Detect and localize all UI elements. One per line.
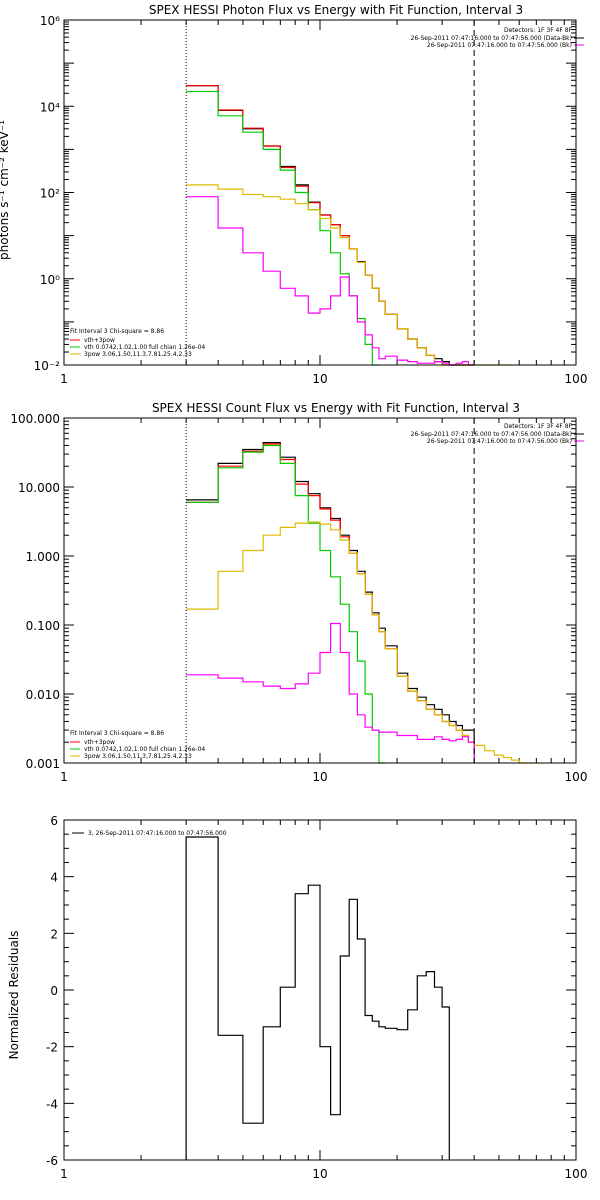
photon-flux-frame <box>63 19 577 366</box>
x-tick-label: 100 <box>565 372 588 386</box>
photon-flux-y-ticks: 10⁻² 10⁰ 10² 10⁴ 10⁶ <box>34 14 576 373</box>
y-tick-label: 100.000 <box>10 412 60 426</box>
y-tick-label: 0.010 <box>26 688 60 702</box>
legend-3pow: 3pow 3.06,1.50,11.3,7.81,25.4,2.33 <box>84 753 192 760</box>
y-tick-label: 6 <box>50 814 58 828</box>
x-tick-label: 10 <box>312 372 327 386</box>
x-tick-label: 1 <box>60 1167 68 1181</box>
count-flux-y-ticks: 0.001 0.010 0.100 1.000 10.000 100.000 <box>10 412 576 771</box>
legend-data-bk: 26-Sep-2011 07:47:16.000 to 07:47:56.000… <box>411 35 572 42</box>
residuals-x-ticks: 1 10 100 <box>60 820 587 1181</box>
y-tick-label: 1.000 <box>26 550 60 564</box>
residuals-legend: 3, 26-Sep-2011 07:47:16.000 to 07:47:56.… <box>72 830 227 837</box>
y-tick-label: 10⁻² <box>34 359 61 373</box>
series-vth-3pow <box>186 443 475 763</box>
series-bk <box>186 622 475 763</box>
photon-flux-legend-bottomleft: Fit Interval 3 Chi-square = 8.86 vth+3po… <box>70 328 205 358</box>
legend-vth: vth 0.0742,1.02,1.00 full chian 1.26e-04 <box>84 344 205 351</box>
count-flux-frame <box>63 417 577 764</box>
count-flux-title: SPEX HESSI Count Flux vs Energy with Fit… <box>152 401 520 415</box>
x-tick-label: 100 <box>565 770 588 784</box>
y-tick-label: 10⁴ <box>40 100 60 114</box>
residuals-ylabel: Normalized Residuals <box>7 931 21 1060</box>
residuals-panel: Normalized Residuals 1 10 100 -6 -4 -2 0 2 4 6 3… <box>7 814 587 1181</box>
legend-detectors: Detectors: 1F 3F 4F 8F <box>504 27 573 34</box>
y-tick-label: -2 <box>46 1041 58 1055</box>
count-flux-panel: SPEX HESSI Count Flux vs Energy with Fit… <box>10 401 587 784</box>
photon-flux-ylabel: photons s⁻¹ cm⁻² keV⁻¹ <box>0 120 11 260</box>
count-flux-legend-bottomleft: Fit Interval 3 Chi-square = 8.86 vth+3po… <box>70 730 205 760</box>
residuals-y-ticks: -6 -4 -2 0 2 4 6 <box>46 814 576 1168</box>
y-tick-label: 0 <box>50 984 58 998</box>
y-tick-label: 2 <box>50 927 58 941</box>
legend-bk: 26-Sep-2011 07:47:16.000 to 07:47:56.000… <box>427 438 572 445</box>
y-tick-label: -6 <box>46 1154 58 1168</box>
x-tick-label: 1 <box>60 372 68 386</box>
y-tick-label: 10² <box>40 187 60 201</box>
residuals-frame <box>63 819 577 1161</box>
photon-flux-legend-topright: Detectors: 1F 3F 4F 8F 26-Sep-2011 07:47… <box>411 27 584 49</box>
legend-3pow: 3pow 3.06,1.50,11.3,7.81,25.4,2.33 <box>84 351 192 358</box>
series-bk <box>186 196 475 366</box>
series-vth <box>186 90 379 366</box>
x-tick-label: 1 <box>60 770 68 784</box>
legend-detectors: Detectors: 1F 3F 4F 8F <box>504 423 573 430</box>
y-tick-label: 10.000 <box>18 481 60 495</box>
series-data-bk <box>186 442 475 763</box>
y-tick-label: 0.100 <box>26 619 60 633</box>
x-tick-label: 10 <box>312 1167 327 1181</box>
series-residuals <box>185 836 450 1160</box>
photon-flux-series <box>186 85 512 366</box>
legend-bk: 26-Sep-2011 07:47:16.000 to 07:47:56.000… <box>427 42 572 49</box>
x-tick-label: 100 <box>565 1167 588 1181</box>
legend-residuals: 3, 26-Sep-2011 07:47:16.000 to 07:47:56.… <box>88 830 227 837</box>
legend-vth: vth 0.0742,1.02,1.00 full chian 1.26e-04 <box>84 746 205 753</box>
count-flux-legend-topright: Detectors: 1F 3F 4F 8F 26-Sep-2011 07:47… <box>411 423 584 445</box>
legend-vth3pow: vth+3pow <box>84 337 115 344</box>
y-tick-label: -4 <box>46 1097 58 1111</box>
legend-data-bk: 26-Sep-2011 07:47:16.000 to 07:47:56.000… <box>411 431 572 438</box>
photon-flux-vlines <box>185 20 475 365</box>
y-tick-label: 10⁶ <box>40 14 60 28</box>
count-flux-series <box>186 442 540 764</box>
y-tick-label: 4 <box>50 871 58 885</box>
count-flux-vlines <box>185 418 475 763</box>
photon-flux-title: SPEX HESSI Photon Flux vs Energy with Fi… <box>149 3 523 17</box>
x-tick-label: 10 <box>312 770 327 784</box>
y-tick-label: 10⁰ <box>40 273 60 287</box>
residuals-series <box>185 836 450 1160</box>
y-tick-label: 0.001 <box>26 757 60 771</box>
series-vth <box>186 444 386 764</box>
legend-fit-interval: Fit Interval 3 Chi-square = 8.86 <box>70 730 164 737</box>
series-3pow <box>186 521 540 764</box>
legend-vth3pow: vth+3pow <box>84 739 115 746</box>
legend-fit-interval: Fit Interval 3 Chi-square = 8.86 <box>70 328 164 335</box>
photon-flux-panel: SPEX HESSI Photon Flux vs Energy with Fi… <box>0 3 587 386</box>
